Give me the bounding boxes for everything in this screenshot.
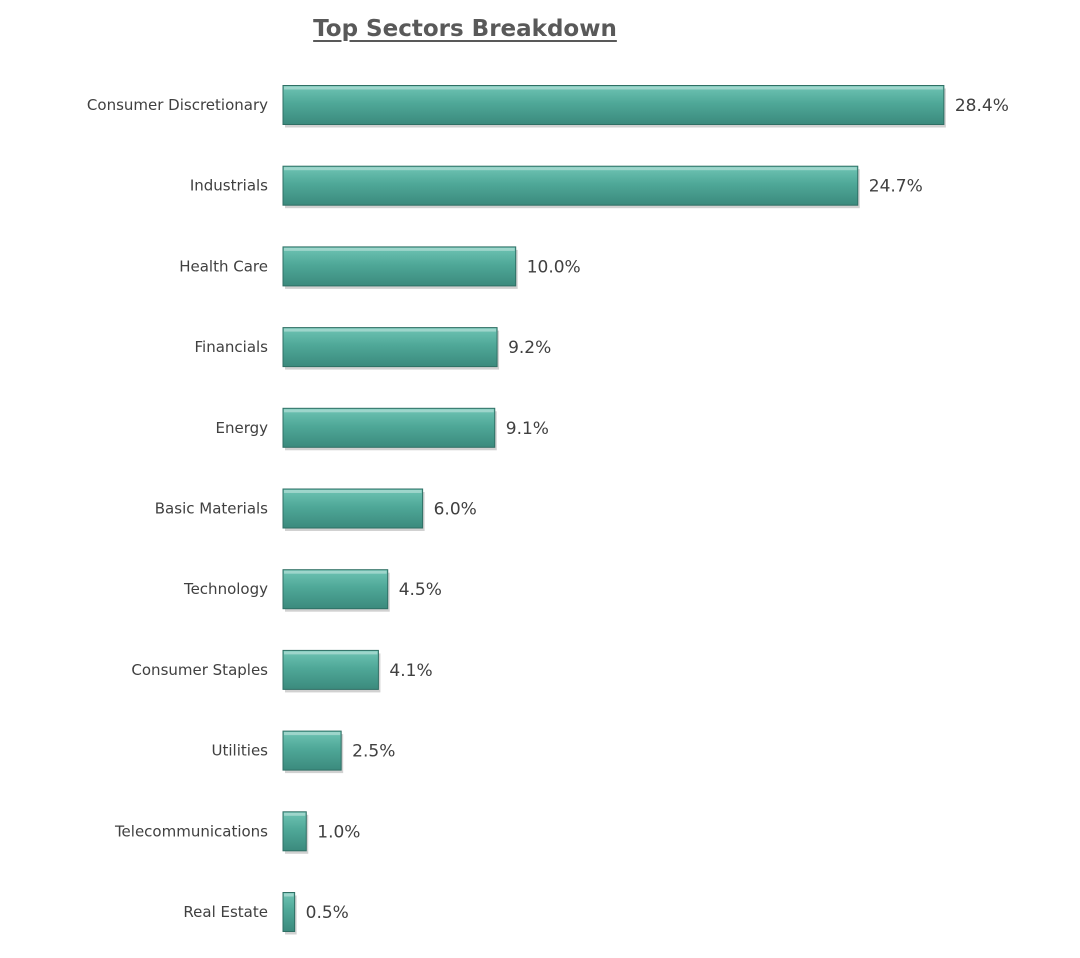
category-label-technology: Technology (183, 580, 268, 598)
category-label-financials: Financials (195, 338, 269, 356)
value-label-industrials: 24.7% (869, 177, 923, 197)
value-label-basic-materials: 6.0% (434, 500, 477, 520)
value-label-consumer-staples: 4.1% (389, 661, 432, 681)
category-label-telecommunications: Telecommunications (114, 822, 268, 840)
bar-consumer-discretionary (282, 85, 945, 125)
bar-highlight-utilities (284, 732, 341, 736)
bar-highlight-health-care (284, 247, 515, 251)
bar-highlight-financials (284, 328, 497, 332)
bar-highlight-consumer-discretionary (284, 86, 943, 90)
category-label-basic-materials: Basic Materials (155, 500, 268, 518)
bar-utilities (282, 730, 342, 771)
bars-group: Consumer Discretionary 28.4% Industrials 24… (87, 85, 1009, 935)
value-label-energy: 9.1% (506, 419, 549, 439)
bar-consumer-staples (282, 649, 379, 690)
category-label-health-care: Health Care (179, 257, 268, 275)
chart-title: Top Sectors Breakdown (313, 16, 617, 42)
category-label-industrials: Industrials (190, 177, 268, 195)
bar-telecommunications (282, 811, 307, 852)
bar-highlight-real-estate (284, 893, 294, 897)
value-label-financials: 9.2% (508, 338, 551, 358)
bar-real-estate (282, 892, 296, 932)
bar-basic-materials (282, 488, 424, 529)
value-label-technology: 4.5% (399, 580, 442, 600)
bar-financials (282, 327, 498, 368)
category-label-utilities: Utilities (212, 742, 269, 760)
category-label-energy: Energy (215, 419, 268, 437)
bar-highlight-consumer-staples (284, 651, 378, 655)
bar-industrials (282, 165, 859, 206)
bar-technology (282, 569, 389, 610)
category-label-real-estate: Real Estate (183, 903, 268, 921)
category-label-consumer-staples: Consumer Staples (131, 661, 268, 679)
value-label-consumer-discretionary: 28.4% (955, 96, 1009, 116)
value-label-health-care: 10.0% (527, 257, 581, 277)
bar-highlight-technology (284, 570, 387, 574)
bar-highlight-basic-materials (284, 490, 422, 493)
bar-highlight-energy (284, 409, 494, 413)
bar-health-care (282, 246, 517, 287)
bar-energy (282, 407, 496, 448)
value-label-utilities: 2.5% (352, 742, 395, 762)
category-label-consumer-discretionary: Consumer Discretionary (87, 96, 268, 114)
bar-highlight-industrials (284, 167, 857, 171)
value-label-telecommunications: 1.0% (317, 822, 360, 842)
bar-highlight-telecommunications (284, 812, 306, 816)
value-label-real-estate: 0.5% (306, 903, 349, 923)
